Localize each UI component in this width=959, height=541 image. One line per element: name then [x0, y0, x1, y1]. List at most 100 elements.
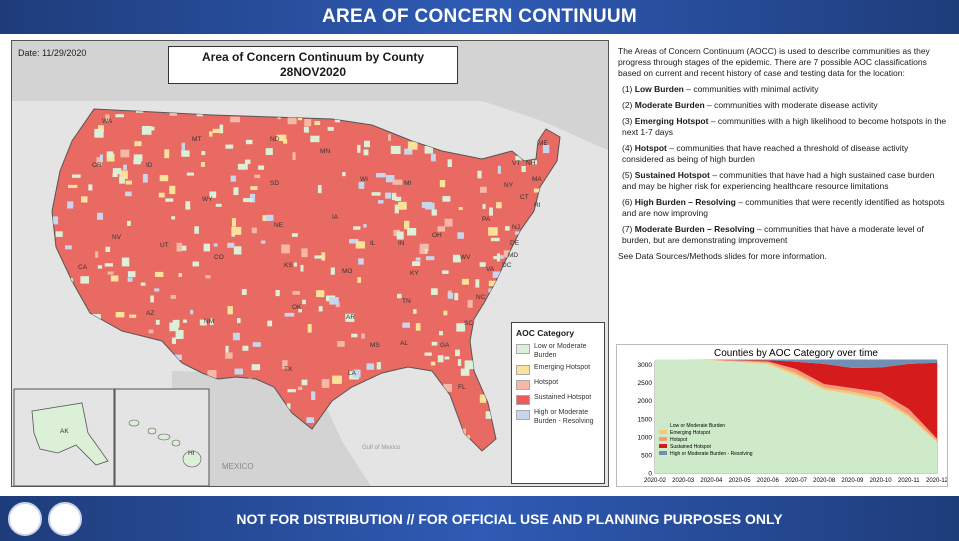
- legend-swatch-resolving: [516, 410, 530, 420]
- county-patch: [150, 295, 154, 303]
- county-patch: [489, 207, 493, 216]
- county-patch: [311, 391, 316, 400]
- state-label-in: IN: [398, 240, 405, 247]
- description-item-5: (5) Sustained Hotspot – communities that…: [618, 170, 950, 192]
- county-patch: [179, 245, 187, 251]
- chart-y-tick-label: 1000: [638, 434, 653, 441]
- county-patch: [318, 306, 323, 312]
- legend-swatch-sustained: [516, 395, 530, 405]
- county-patch: [227, 242, 235, 248]
- state-label-ia: IA: [332, 214, 339, 221]
- county-patch: [419, 243, 429, 252]
- county-patch: [337, 341, 345, 347]
- county-patch: [515, 155, 522, 161]
- state-label-ak: AK: [60, 428, 69, 435]
- county-patch: [442, 196, 451, 202]
- county-patch: [212, 128, 221, 133]
- description-item-1: (1) Low Burden – communities with minima…: [618, 84, 950, 95]
- state-label-fl: FL: [458, 384, 466, 391]
- chart-y-tick-label: 500: [641, 452, 652, 459]
- county-patch: [234, 368, 243, 375]
- county-patch: [155, 319, 160, 325]
- state-label-tx: TX: [284, 366, 293, 373]
- chart-x-tick-label: 2020-02: [644, 478, 667, 484]
- map-date-label: Date: 11/29/2020: [18, 48, 87, 58]
- county-patch: [142, 174, 148, 183]
- county-patch: [292, 291, 301, 295]
- county-patch: [261, 240, 266, 244]
- state-label-il: IL: [370, 240, 376, 247]
- map-panel: MEXICO Gulf of Mexico WA OR CA NV ID MT WY UT CO…: [11, 40, 609, 487]
- county-patch: [55, 231, 63, 237]
- county-patch: [192, 261, 199, 267]
- county-patch: [275, 290, 280, 297]
- county-patch: [213, 243, 218, 247]
- state-label-ct: CT: [520, 194, 529, 201]
- description-intro: The Areas of Concern Continuum (AOCC) is…: [618, 46, 930, 78]
- county-patch: [442, 270, 449, 274]
- legend-swatch-low: [516, 344, 530, 354]
- state-label-mi: MI: [404, 180, 411, 187]
- county-patch: [201, 151, 206, 156]
- state-label-dc: DC: [502, 262, 512, 269]
- item-term: High Burden – Resolving: [634, 197, 736, 207]
- state-label-or: OR: [92, 162, 102, 169]
- county-patch: [203, 243, 210, 252]
- county-patch: [395, 196, 402, 201]
- county-patch: [119, 177, 125, 184]
- item-term: Moderate Burden: [634, 100, 705, 110]
- legend-label: Sustained Hotspot: [534, 394, 592, 401]
- map-title-line1: Area of Concern Continuum by County: [202, 50, 424, 64]
- county-patch: [112, 168, 122, 175]
- county-patch: [298, 308, 302, 313]
- county-patch: [237, 163, 248, 170]
- county-patch: [457, 232, 464, 239]
- county-patch: [154, 271, 164, 277]
- county-patch: [455, 349, 460, 357]
- county-patch: [412, 261, 421, 266]
- county-patch: [225, 144, 234, 149]
- chart-y-tick-label: 1500: [638, 416, 653, 423]
- county-patch: [431, 341, 438, 346]
- state-label-mt: MT: [192, 136, 201, 143]
- state-label-nh: NH: [526, 160, 536, 167]
- county-patch: [176, 242, 183, 252]
- legend-label: High or Moderate Burden - Resolving: [534, 409, 594, 425]
- item-text: – communities with moderate disease acti…: [704, 100, 878, 110]
- county-patch: [505, 226, 510, 231]
- county-patch: [407, 228, 417, 236]
- state-label-tn: TN: [402, 298, 411, 305]
- chart-y-tick-label: 2500: [638, 380, 653, 387]
- county-patch: [390, 145, 401, 154]
- county-patch: [65, 245, 72, 250]
- state-label-va: VA: [486, 266, 495, 273]
- item-text: – communities that were recently identif…: [622, 197, 945, 218]
- county-patch: [392, 179, 403, 185]
- county-patch: [357, 144, 361, 153]
- state-label-wi: WI: [360, 176, 368, 183]
- chart-legend-label-0: Low or Moderate Burden: [670, 423, 725, 429]
- county-patch: [496, 202, 502, 209]
- county-patch: [209, 131, 213, 137]
- aoc-chart: Counties by AOC Category over time 0 500 10…: [616, 344, 949, 487]
- county-patch: [358, 181, 365, 189]
- description-footer-note: See Data Sources/Methods slides for more…: [618, 251, 827, 261]
- county-patch: [352, 369, 361, 378]
- county-patch: [310, 135, 320, 143]
- county-patch: [207, 370, 217, 379]
- county-patch: [185, 201, 191, 210]
- county-patch: [171, 216, 176, 220]
- county-patch: [243, 198, 253, 203]
- county-patch: [301, 379, 308, 386]
- county-patch: [96, 157, 102, 166]
- chart-legend-label-4: High or Moderate Burden - Resolving: [670, 451, 753, 457]
- legend-item-resolving: High or Moderate Burden - Resolving: [516, 409, 600, 426]
- county-patch: [97, 212, 103, 220]
- chart-legend-label-1: Emerging Hotspot: [670, 430, 711, 436]
- county-patch: [454, 292, 459, 301]
- county-patch: [303, 126, 309, 133]
- state-label-ok: OK: [292, 304, 302, 311]
- county-patch: [397, 293, 402, 299]
- chart-legend-swatch-2: [659, 437, 667, 441]
- county-patch: [251, 364, 261, 371]
